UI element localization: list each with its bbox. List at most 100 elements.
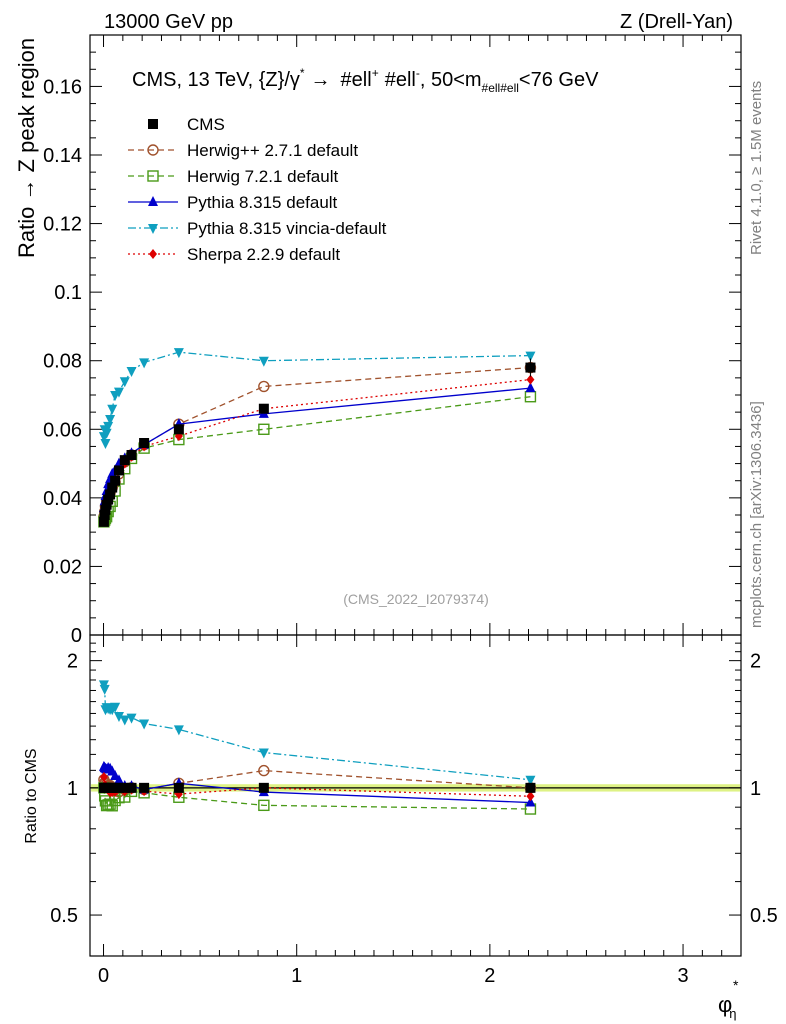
ratio-tick-label: 0.5 <box>50 905 78 927</box>
series-line-herwig-7-2-1-default <box>103 396 531 523</box>
point-sherpa-2-2-9-default <box>526 374 535 385</box>
point-cms <box>173 424 184 435</box>
ratio-point-pythia-8-315-default <box>113 774 124 785</box>
point-pythia-8-315-vincia-default <box>525 351 536 362</box>
legend-label-pythia-8-315-default: Pythia 8.315 default <box>187 193 338 212</box>
ratio-point-pythia-8-315-vincia-default <box>525 775 536 786</box>
ratio-tick-label: 1 <box>67 778 78 800</box>
legend: CMS Herwig++ 2.7.1 default Herwig 7.2.1 de… <box>128 115 387 264</box>
rivet-version-label: Rivet 4.1.0, ≥ 1.5M events <box>748 81 765 255</box>
legend-label-cms: CMS <box>187 115 225 134</box>
y-axis-label: Ratio → Z peak region <box>14 38 39 258</box>
point-cms <box>119 455 130 466</box>
ratio-tick-label: 2 <box>67 651 78 673</box>
ratio-point-sherpa-2-2-9-default <box>99 772 108 783</box>
ratio-point-pythia-8-315-vincia-default <box>113 712 124 723</box>
point-cms <box>126 450 137 460</box>
axes: 0 1 2 3 0 0.02 0.04 0.06 0.08 0.1 0.12 0.14 0.16 0.5 0… <box>43 34 778 987</box>
x-tick-label: 0 <box>98 965 109 987</box>
header-right: Z (Drell-Yan) <box>620 11 733 33</box>
ratio-point-pythia-8-315-vincia-default <box>173 725 184 736</box>
x-tick-label: 3 <box>677 965 688 987</box>
point-herwig-7-2-1-default <box>258 423 270 435</box>
ratio-line-pythia-8-315-vincia-default <box>103 684 531 781</box>
ratio-point-cms <box>258 782 269 793</box>
ratio-point-cms <box>126 782 137 793</box>
legend-marker-pythia-8-315-default <box>148 196 158 206</box>
y-tick-label: 0.02 <box>43 556 82 578</box>
point-pythia-8-315-vincia-default <box>139 358 150 369</box>
series-ratio-group <box>98 680 537 815</box>
series-line-pythia-8-315-default <box>103 387 531 509</box>
ratio-point-pythia-8-315-vincia-default <box>110 702 121 713</box>
y-tick-label: 0.04 <box>43 488 82 510</box>
y-tick-label: 0.16 <box>43 76 82 98</box>
series-line-pythia-8-315-vincia-default <box>103 351 531 444</box>
ratio-point-pythia-8-315-default <box>525 796 536 807</box>
point-pythia-8-315-vincia-default <box>119 377 130 388</box>
ratio-point-cms <box>119 782 130 793</box>
point-cms <box>113 465 124 476</box>
y-tick-label: 0.12 <box>43 214 82 236</box>
legend-label-herwig-2-7-1-default: Herwig++ 2.7.1 default <box>187 141 358 160</box>
legend-marker-pythia-8-315-vincia-default <box>148 224 158 234</box>
x-axis-label-star: * <box>733 977 739 993</box>
point-cms <box>101 499 112 510</box>
point-pythia-8-315-vincia-default <box>126 367 137 377</box>
legend-label-herwig-7-2-1-default: Herwig 7.2.1 default <box>187 167 338 186</box>
point-pythia-8-315-vincia-default <box>105 415 116 425</box>
point-cms <box>139 438 150 448</box>
ratio-tick-label-right: 1 <box>750 778 761 800</box>
point-pythia-8-315-vincia-default <box>173 348 184 359</box>
point-cms <box>99 510 110 520</box>
ratio-tick-label-right: 0.5 <box>750 905 778 927</box>
ratio-point-herwig-2-7-1-default <box>258 764 270 777</box>
point-cms <box>525 362 536 373</box>
legend-marker-herwig-2-7-1-default <box>147 144 159 156</box>
point-pythia-8-315-vincia-default <box>100 439 111 449</box>
point-pythia-8-315-default <box>525 382 536 393</box>
y-tick-label: 0.08 <box>43 351 82 373</box>
legend-marker-herwig-7-2-1-default <box>147 170 159 182</box>
ratio-point-cms <box>173 782 184 793</box>
ratio-point-pythia-8-315-vincia-default <box>126 713 137 724</box>
point-cms <box>98 516 109 527</box>
point-cms <box>110 475 121 486</box>
x-axis-label: φη <box>718 992 737 1021</box>
ratio-y-axis-label: Ratio to CMS <box>23 748 40 843</box>
series-line-sherpa-2-2-9-default <box>103 378 531 516</box>
ratio-tick-label-right: 2 <box>750 651 761 673</box>
y-tick-label: 0.06 <box>43 419 82 441</box>
point-pythia-8-315-vincia-default <box>103 421 114 432</box>
x-tick-label: 2 <box>484 965 495 987</box>
point-cms <box>258 403 269 414</box>
point-pythia-8-315-vincia-default <box>113 387 124 398</box>
chart-title: CMS, 13 TeV, {Z}/γ* → #ell+ #ell-, 50<m#ell… <box>132 66 599 95</box>
ratio-point-sherpa-2-2-9-default <box>526 791 535 802</box>
ratio-point-herwig-7-2-1-default <box>258 799 270 812</box>
point-pythia-8-315-vincia-default <box>107 404 118 415</box>
legend-marker-cms <box>148 119 158 129</box>
x-tick-label: 1 <box>291 965 302 987</box>
ratio-frame <box>89 634 742 957</box>
header-left: 13000 GeV pp <box>104 11 233 33</box>
point-pythia-8-315-vincia-default <box>258 356 269 367</box>
ratio-point-cms <box>525 782 536 793</box>
ratio-point-pythia-8-315-vincia-default <box>139 719 150 730</box>
analysis-watermark: (CMS_2022_I2079374) <box>343 591 489 607</box>
legend-label-pythia-8-315-vincia-default: Pythia 8.315 vincia-default <box>187 219 387 238</box>
legend-label-sherpa-2-2-9-default: Sherpa 2.2.9 default <box>187 245 340 264</box>
point-cms <box>100 504 111 515</box>
point-pythia-8-315-vincia-default <box>101 428 112 439</box>
ratio-point-pythia-8-315-vincia-default <box>119 715 130 726</box>
y-tick-label: 0.1 <box>54 282 82 304</box>
point-cms <box>107 482 118 493</box>
legend-marker-sherpa-2-2-9-default <box>149 249 157 259</box>
y-tick-label: 0.14 <box>43 145 82 167</box>
ratio-point-pythia-8-315-vincia-default <box>99 684 110 695</box>
y-tick-label: 0 <box>71 625 82 647</box>
point-cms <box>103 494 114 505</box>
point-herwig-2-7-1-default <box>258 380 270 393</box>
mcplots-label: mcplots.cern.ch [arXiv:1306.3436] <box>748 401 765 628</box>
